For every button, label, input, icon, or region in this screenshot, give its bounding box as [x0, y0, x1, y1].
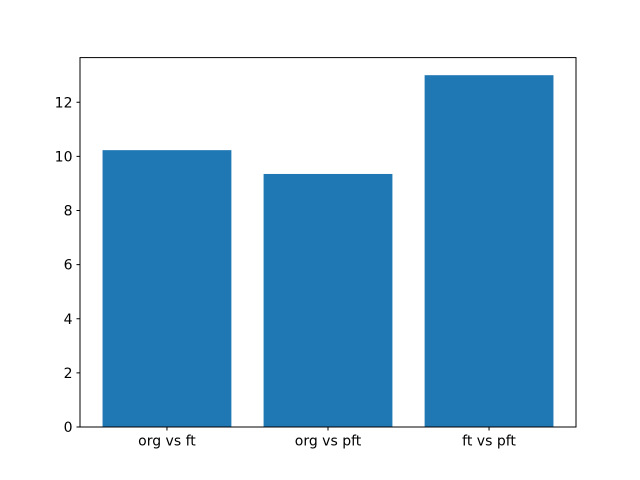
x-tick-label: org vs pft [295, 434, 362, 450]
y-tick-label: 4 [64, 312, 73, 328]
x-tick-label: org vs ft [138, 434, 196, 450]
bar [424, 75, 554, 427]
y-tick-label: 8 [64, 204, 73, 220]
bar [263, 173, 393, 427]
y-tick-label: 2 [64, 366, 73, 382]
y-tick-label: 12 [55, 95, 73, 111]
y-tick-label: 10 [55, 149, 73, 165]
bar [102, 150, 232, 428]
y-tick-label: 0 [64, 420, 73, 436]
y-tick-label: 6 [64, 258, 73, 274]
x-tick-label: ft vs pft [462, 434, 516, 450]
